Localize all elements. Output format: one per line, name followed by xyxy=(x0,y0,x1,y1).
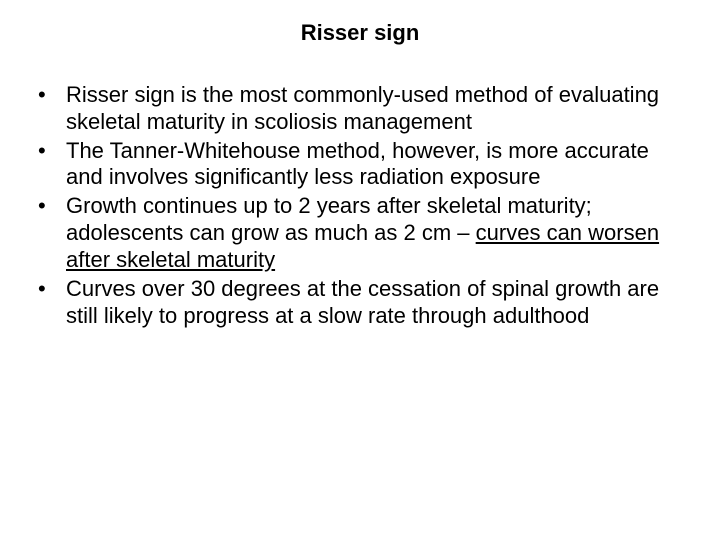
list-item: • Risser sign is the most commonly-used … xyxy=(30,82,690,136)
bullet-marker: • xyxy=(38,276,46,303)
slide: Risser sign • Risser sign is the most co… xyxy=(0,0,720,540)
bullet-list: • Risser sign is the most commonly-used … xyxy=(30,82,690,329)
text: Risser sign is the most commonly-used me… xyxy=(66,82,659,134)
list-item-text: The Tanner-Whitehouse method, however, i… xyxy=(66,138,649,190)
bullet-marker: • xyxy=(38,138,46,165)
bullet-marker: • xyxy=(38,82,46,109)
list-item: • Growth continues up to 2 years after s… xyxy=(30,193,690,273)
list-item-text: Curves over 30 degrees at the cessation … xyxy=(66,276,659,328)
slide-title: Risser sign xyxy=(30,20,690,46)
list-item-text: Growth continues up to 2 years after ske… xyxy=(66,193,659,272)
list-item-text: Risser sign is the most commonly-used me… xyxy=(66,82,659,134)
list-item: • Curves over 30 degrees at the cessatio… xyxy=(30,276,690,330)
text: Curves over 30 degrees at the cessation … xyxy=(66,276,659,328)
list-item: • The Tanner-Whitehouse method, however,… xyxy=(30,138,690,192)
text: The Tanner-Whitehouse method, however, i… xyxy=(66,138,649,190)
bullet-marker: • xyxy=(38,193,46,220)
